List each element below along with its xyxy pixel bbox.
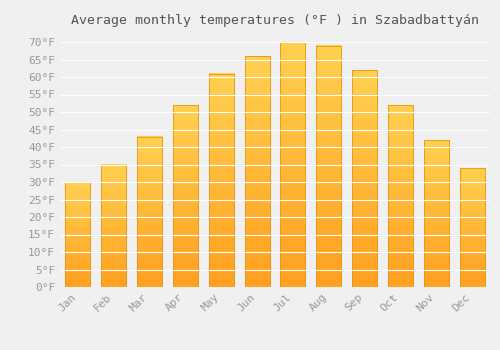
Bar [173, 105, 198, 287]
Bar [460, 168, 484, 287]
Bar [460, 168, 484, 287]
Bar [137, 136, 162, 287]
Bar [316, 46, 342, 287]
Bar [244, 56, 270, 287]
Bar [388, 105, 413, 287]
Bar [280, 42, 305, 287]
Bar [424, 140, 449, 287]
Bar [137, 136, 162, 287]
Bar [208, 74, 234, 287]
Bar [173, 105, 198, 287]
Bar [101, 164, 126, 287]
Bar [244, 56, 270, 287]
Bar [388, 105, 413, 287]
Bar [280, 42, 305, 287]
Bar [66, 182, 90, 287]
Bar [352, 70, 377, 287]
Bar [424, 140, 449, 287]
Title: Average monthly temperatures (°F ) in Szabadbattyán: Average monthly temperatures (°F ) in Sz… [71, 14, 479, 27]
Bar [101, 164, 126, 287]
Bar [352, 70, 377, 287]
Bar [316, 46, 342, 287]
Bar [208, 74, 234, 287]
Bar [66, 182, 90, 287]
